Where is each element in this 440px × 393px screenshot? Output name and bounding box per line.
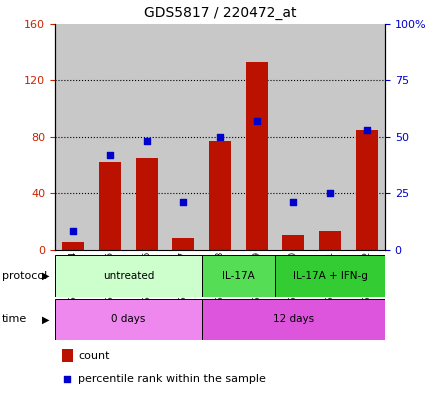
Point [70, 228, 77, 235]
Bar [246, 62, 268, 250]
Text: 0 days: 0 days [111, 314, 146, 324]
Text: count: count [78, 351, 110, 361]
Bar [275, 255, 385, 297]
Bar [128, 24, 165, 250]
Bar [172, 238, 194, 250]
Bar [356, 130, 378, 250]
Bar [55, 299, 202, 340]
Bar [275, 24, 312, 250]
Point [106, 152, 114, 158]
Text: untreated: untreated [103, 271, 154, 281]
Bar [202, 24, 238, 250]
Bar [312, 24, 348, 250]
Point [363, 127, 370, 133]
Bar [202, 299, 385, 340]
Point [180, 199, 187, 205]
Bar [209, 141, 231, 250]
Text: protocol: protocol [2, 271, 48, 281]
Point [327, 273, 334, 279]
Text: IL-17A + IFN-g: IL-17A + IFN-g [293, 271, 367, 281]
Point [290, 199, 297, 205]
Bar [238, 24, 275, 250]
Bar [55, 255, 202, 297]
Bar [92, 24, 128, 250]
Bar [55, 24, 92, 250]
Title: GDS5817 / 220472_at: GDS5817 / 220472_at [144, 6, 296, 20]
Bar [202, 255, 275, 297]
Bar [348, 24, 385, 250]
Bar [62, 242, 84, 250]
Point [216, 133, 224, 140]
Bar [165, 24, 202, 250]
Text: ▶: ▶ [42, 314, 50, 324]
Point [253, 118, 260, 124]
Bar [282, 235, 304, 250]
Text: IL-17A: IL-17A [222, 271, 255, 281]
Bar [62, 349, 73, 362]
Bar [99, 162, 121, 250]
Bar [319, 231, 341, 250]
Point [326, 190, 334, 196]
Text: time: time [2, 314, 27, 324]
Text: percentile rank within the sample: percentile rank within the sample [78, 374, 266, 384]
Point [143, 138, 150, 144]
Bar [136, 158, 158, 250]
Text: ▶: ▶ [42, 271, 50, 281]
Text: 12 days: 12 days [273, 314, 314, 324]
